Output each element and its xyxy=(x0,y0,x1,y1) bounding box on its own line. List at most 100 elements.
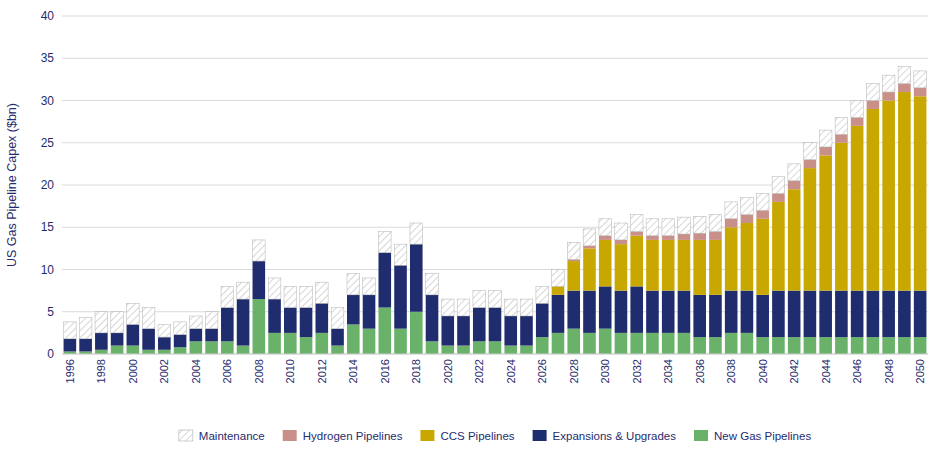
bar-segment xyxy=(583,333,596,354)
bar-segment xyxy=(725,333,738,354)
bar-segment xyxy=(725,227,738,290)
x-tick-label: 2002 xyxy=(158,359,170,383)
bar-segment xyxy=(158,324,171,337)
bar-segment xyxy=(79,339,92,352)
bar-segment xyxy=(426,274,439,295)
bar-segment xyxy=(300,286,313,307)
y-tick-label: 20 xyxy=(41,178,55,192)
y-tick-label: 25 xyxy=(41,136,55,150)
bar-segment xyxy=(898,291,911,337)
bar-segment xyxy=(205,312,218,329)
bar-segment xyxy=(473,341,486,354)
legend-label: Expansions & Upgrades xyxy=(553,430,677,442)
bar-segment xyxy=(378,308,391,354)
legend-item: Hydrogen Pipelines xyxy=(283,430,403,442)
bar-segment xyxy=(599,286,612,328)
bar-segment xyxy=(457,316,470,346)
bar-segment xyxy=(142,350,155,354)
bar-segment xyxy=(615,244,628,290)
legend-swatch xyxy=(694,430,708,441)
bar-segment xyxy=(772,337,785,354)
legend-item: Expansions & Upgrades xyxy=(533,430,677,442)
bar-segment xyxy=(268,333,281,354)
bar-segment xyxy=(914,71,927,88)
bar-segment xyxy=(882,75,895,92)
bar-segment xyxy=(394,265,407,328)
bar-segment xyxy=(709,215,722,232)
x-tick-label: 2050 xyxy=(914,359,926,383)
bar-segment xyxy=(174,335,187,348)
bar-segment xyxy=(441,346,454,354)
legend-label: CCS Pipelines xyxy=(440,430,514,442)
x-tick-label: 2024 xyxy=(505,359,517,383)
x-tick-label: 2012 xyxy=(316,359,328,383)
bar-segment xyxy=(331,346,344,354)
bar-segment xyxy=(678,333,691,354)
x-tick-label: 2030 xyxy=(599,359,611,383)
bar-segment xyxy=(426,341,439,354)
bar-segment xyxy=(410,312,423,354)
bar-segment xyxy=(158,337,171,350)
bar-segment xyxy=(158,350,171,354)
y-tick-label: 35 xyxy=(41,51,55,65)
bar-segment xyxy=(268,299,281,333)
bar-segment xyxy=(678,240,691,291)
bar-segment xyxy=(693,295,706,337)
bar-segment xyxy=(851,126,864,291)
bar-segment xyxy=(756,219,769,295)
legend-item: CCS Pipelines xyxy=(420,430,514,442)
bar-segment xyxy=(583,291,596,333)
bar-segment xyxy=(347,295,360,325)
x-tick-label: 2042 xyxy=(788,359,800,383)
bar-segment xyxy=(678,291,691,333)
bar-segment xyxy=(709,295,722,337)
bar-segment xyxy=(410,223,423,244)
bar-segment xyxy=(378,231,391,252)
bar-segment xyxy=(394,329,407,354)
x-tick-label: 2032 xyxy=(631,359,643,383)
bar-segment xyxy=(867,101,880,109)
bar-segment xyxy=(741,215,754,223)
series xyxy=(552,92,927,295)
bar-segment xyxy=(95,312,108,333)
bar-segment xyxy=(646,236,659,240)
bar-segment xyxy=(363,329,376,354)
bar-segment xyxy=(378,253,391,308)
bar-segment xyxy=(804,291,817,337)
x-tick-label: 2044 xyxy=(820,359,832,383)
bar-segment xyxy=(64,322,77,339)
bar-segment xyxy=(725,219,738,227)
bar-segment xyxy=(835,117,848,134)
bar-segment xyxy=(441,316,454,346)
bar-segment xyxy=(394,244,407,265)
bar-segment xyxy=(819,147,832,155)
legend-swatch xyxy=(420,430,434,441)
bar-segment xyxy=(756,337,769,354)
bar-segment xyxy=(788,164,801,181)
x-tick-label: 2008 xyxy=(253,359,265,383)
legend-label: Maintenance xyxy=(199,430,265,442)
bar-segment xyxy=(741,291,754,333)
bar-segment xyxy=(457,299,470,316)
bar-segment xyxy=(284,333,297,354)
bar-segment xyxy=(253,299,266,354)
bar-segment xyxy=(898,92,911,291)
bar-segment xyxy=(756,193,769,210)
bar-segment xyxy=(552,270,565,287)
bar-segment xyxy=(630,215,643,232)
bar-segment xyxy=(504,299,517,316)
bar-segment xyxy=(882,92,895,100)
bar-segment xyxy=(819,155,832,290)
x-axis: 1996199820002002200420062008201020122014… xyxy=(64,359,926,383)
bar-segment xyxy=(410,244,423,312)
bar-segment xyxy=(835,134,848,142)
bar-segment xyxy=(615,223,628,240)
bar-segment xyxy=(583,246,596,249)
bar-segment xyxy=(489,341,502,354)
bar-segment xyxy=(221,286,234,307)
x-axis-line xyxy=(62,354,928,355)
bar-segment xyxy=(646,333,659,354)
bar-segment xyxy=(630,286,643,332)
bar-segment xyxy=(693,233,706,240)
x-tick-label: 2028 xyxy=(568,359,580,383)
